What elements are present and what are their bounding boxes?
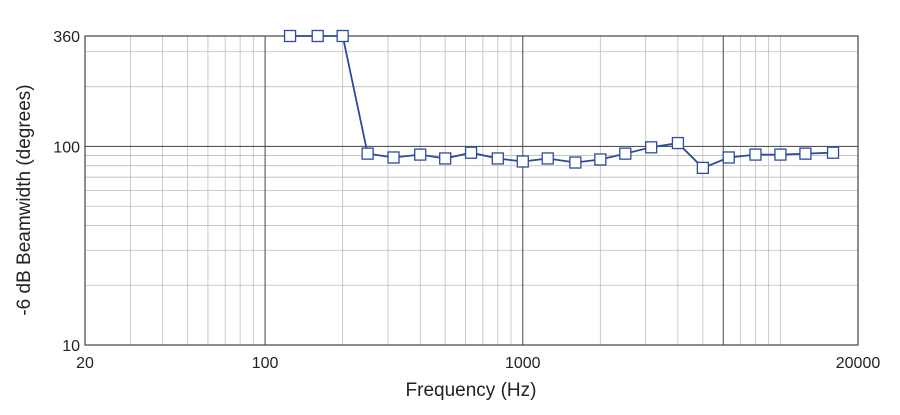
series-layer xyxy=(283,29,840,175)
data-point-marker xyxy=(594,153,607,166)
minor-gridlines xyxy=(85,36,858,345)
data-point-marker xyxy=(722,151,735,164)
data-point-marker xyxy=(696,161,710,175)
data-point-marker xyxy=(414,148,427,161)
data-point-marker xyxy=(361,147,374,160)
x-tick-label: 20000 xyxy=(836,355,881,372)
y-tick-label: 100 xyxy=(53,139,80,156)
data-point-marker xyxy=(491,152,504,165)
data-point-marker xyxy=(799,147,812,160)
data-point-marker xyxy=(464,146,478,159)
data-point-marker xyxy=(387,151,400,164)
data-point-marker xyxy=(826,146,840,159)
data-point-marker xyxy=(774,148,787,161)
data-point-marker xyxy=(516,155,529,168)
x-tick-label: 100 xyxy=(252,355,279,372)
data-point-marker xyxy=(569,156,582,169)
data-point-marker xyxy=(336,29,349,43)
x-tick-label: 20 xyxy=(76,355,94,372)
x-axis-label: Frequency (Hz) xyxy=(406,380,537,401)
major-gridlines xyxy=(85,36,858,345)
data-point-marker xyxy=(541,152,554,165)
data-point-marker xyxy=(645,141,658,154)
plot-frame xyxy=(84,35,859,346)
y-tick-label: 360 xyxy=(53,29,80,46)
x-tick-labels: 20 100 1000 20000 xyxy=(76,355,880,372)
data-point-marker xyxy=(283,29,297,43)
y-tick-labels: 10 100 360 xyxy=(53,29,80,355)
data-point-marker xyxy=(619,147,632,160)
data-point-marker xyxy=(749,148,762,161)
series-line xyxy=(290,35,834,169)
y-axis-label: -6 dB Beamwidth (degrees) xyxy=(14,84,35,315)
data-point-marker xyxy=(311,29,324,43)
data-point-marker xyxy=(671,136,685,150)
data-point-marker xyxy=(439,152,452,165)
y-tick-label: 10 xyxy=(62,338,80,355)
x-tick-label: 1000 xyxy=(505,355,541,372)
